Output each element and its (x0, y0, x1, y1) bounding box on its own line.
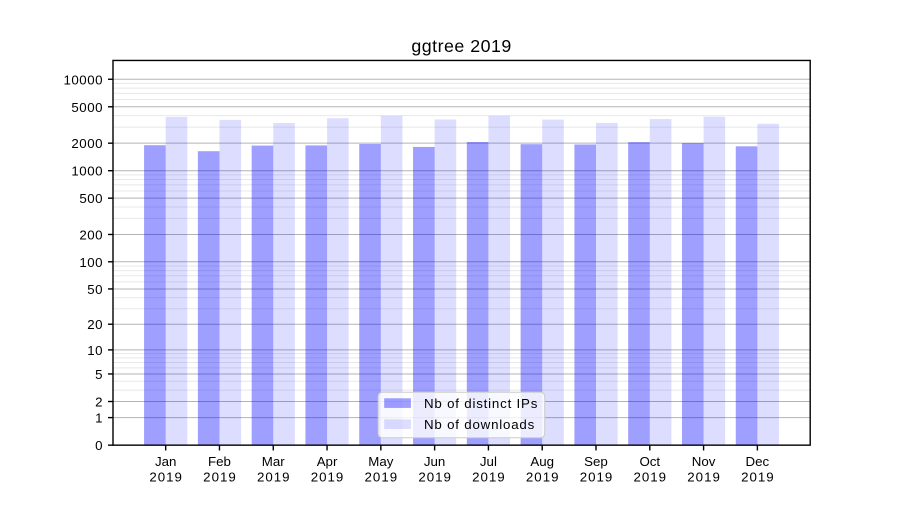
svg-text:2019: 2019 (418, 469, 452, 484)
svg-text:2019: 2019 (365, 469, 399, 484)
svg-text:2019: 2019 (687, 469, 721, 484)
svg-text:2019: 2019 (580, 469, 614, 484)
svg-text:2019: 2019 (203, 469, 237, 484)
svg-text:2019: 2019 (741, 469, 775, 484)
svg-text:Jan: Jan (155, 454, 176, 469)
svg-text:Sep: Sep (584, 454, 608, 469)
svg-text:2: 2 (95, 395, 103, 410)
svg-text:50: 50 (87, 282, 103, 297)
svg-text:1: 1 (95, 411, 103, 426)
svg-text:2019: 2019 (149, 469, 183, 484)
svg-text:2019: 2019 (472, 469, 506, 484)
svg-text:Nov: Nov (692, 454, 716, 469)
svg-text:Oct: Oct (639, 454, 660, 469)
svg-text:500: 500 (79, 191, 103, 206)
svg-text:100: 100 (79, 255, 103, 270)
svg-text:Nb of distinct IPs: Nb of distinct IPs (424, 396, 538, 411)
svg-text:1000: 1000 (71, 164, 103, 179)
svg-text:Jun: Jun (424, 454, 445, 469)
svg-text:Nb of downloads: Nb of downloads (424, 417, 535, 432)
svg-text:Dec: Dec (746, 454, 770, 469)
svg-text:2019: 2019 (526, 469, 560, 484)
svg-text:Mar: Mar (262, 454, 285, 469)
svg-text:2019: 2019 (633, 469, 667, 484)
svg-text:10: 10 (87, 343, 103, 358)
svg-text:2019: 2019 (311, 469, 345, 484)
svg-text:Aug: Aug (530, 454, 554, 469)
svg-text:10000: 10000 (64, 72, 103, 87)
svg-text:0: 0 (95, 438, 103, 453)
svg-text:200: 200 (79, 227, 103, 242)
svg-text:May: May (368, 454, 393, 469)
svg-text:Jul: Jul (480, 454, 497, 469)
svg-text:Apr: Apr (317, 454, 338, 469)
svg-text:ggtree 2019: ggtree 2019 (411, 36, 511, 56)
svg-text:20: 20 (87, 317, 103, 332)
svg-text:5: 5 (95, 367, 103, 382)
svg-text:2019: 2019 (257, 469, 291, 484)
svg-text:2000: 2000 (71, 136, 103, 151)
svg-text:5000: 5000 (71, 100, 103, 115)
svg-text:Feb: Feb (208, 454, 231, 469)
